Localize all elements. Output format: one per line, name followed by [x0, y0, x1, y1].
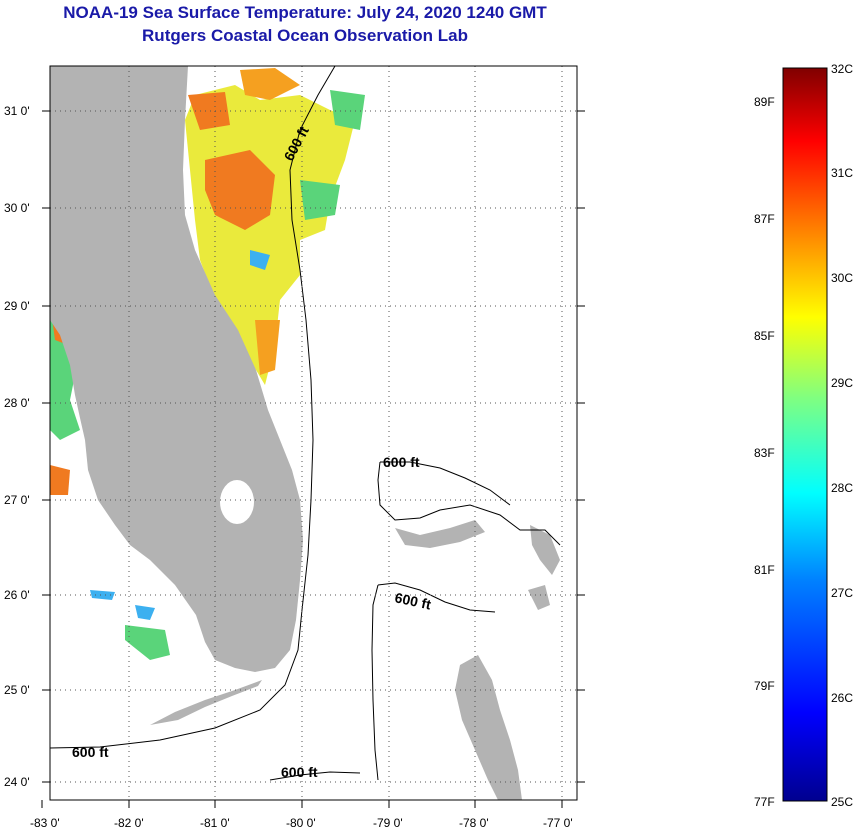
colorbar-f-label: 85F [754, 329, 775, 343]
lat-label: 24 0' [4, 775, 30, 789]
colorbar-c-label: 29C [831, 376, 853, 390]
colorbar-f-label: 79F [754, 679, 775, 693]
map-title: NOAA-19 Sea Surface Temperature: July 24… [63, 3, 547, 22]
lat-label: 30 0' [4, 201, 30, 215]
axis-ticks [41, 110, 585, 808]
lake-okeechobee [220, 480, 254, 524]
colorbar-f-label: 89F [754, 95, 775, 109]
colorbar-f-label: 83F [754, 446, 775, 460]
colorbar-c-label: 30C [831, 271, 853, 285]
andros-land [455, 655, 522, 800]
colorbar-c-label: 25C [831, 795, 853, 809]
sst-patches-atlantic [185, 68, 365, 385]
lon-label: -78 0' [459, 816, 489, 830]
lat-label: 25 0' [4, 683, 30, 697]
lat-label: 28 0' [4, 396, 30, 410]
eleuthera-land [528, 585, 550, 610]
lat-label: 31 0' [4, 104, 30, 118]
colorbar-c-label: 26C [831, 691, 853, 705]
lon-label: -79 0' [373, 816, 403, 830]
map-frame [49, 65, 578, 801]
lon-label: -77 0' [543, 816, 573, 830]
colorbar-f-label: 81F [754, 563, 775, 577]
colorbar-c-label: 28C [831, 481, 853, 495]
lat-label: 26 0' [4, 588, 30, 602]
colorbar-c-label: 27C [831, 586, 853, 600]
contour-label: 600 ft [393, 589, 432, 612]
florida-keys [150, 680, 262, 725]
abaco-land [530, 525, 560, 575]
contour-label: 600 ft [281, 764, 318, 780]
lon-label: -82 0' [114, 816, 144, 830]
colorbar-c-label: 31C [831, 166, 853, 180]
lon-label: -80 0' [286, 816, 316, 830]
lon-label: -83 0' [30, 816, 60, 830]
colorbar-f-label: 87F [754, 212, 775, 226]
grand-bahama-land [395, 520, 485, 548]
lon-label: -81 0' [200, 816, 230, 830]
map-subtitle: Rutgers Coastal Ocean Observation Lab [142, 26, 468, 45]
colorbar-f-label: 77F [754, 795, 775, 809]
color-bar [782, 67, 828, 802]
contour-label: 600 ft [383, 454, 420, 470]
lat-label: 29 0' [4, 299, 30, 313]
lat-label: 27 0' [4, 493, 30, 507]
contour-label: 600 ft [72, 744, 109, 760]
colorbar-c-label: 32C [831, 62, 853, 76]
